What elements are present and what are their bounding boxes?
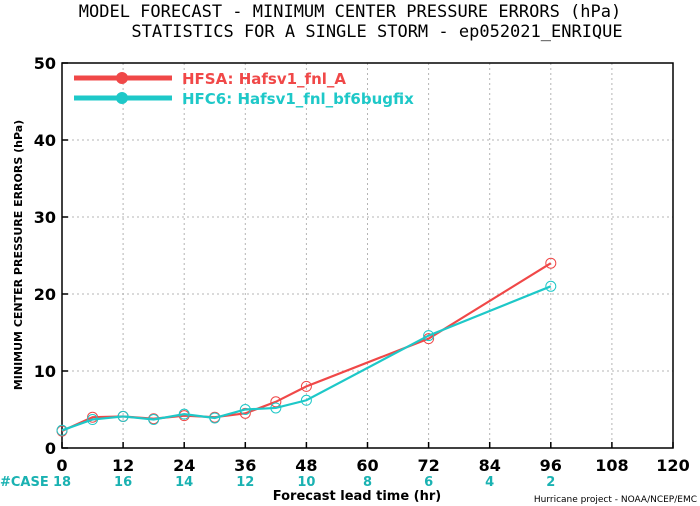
x-tick-label: 36 [234,456,256,475]
legend: HFSA: Hafsv1_fnl_A HFC6: Hafsv1_fnl_bf6bu… [74,70,414,108]
x-axis: 0 12 24 36 48 60 72 84 96 108 120 [56,442,690,475]
data-point [56,424,68,436]
data-point [117,410,129,422]
legend-marker [116,72,128,84]
y-axis: 0 10 20 30 40 50 [34,54,68,458]
data-point [300,380,312,392]
y-axis-label: MINIMUM CENTER PRESSURE ERRORS (hPa) [12,120,25,390]
y-tick-label: 30 [34,208,56,227]
x-tick-label: 72 [417,456,439,475]
x-tick-label: 12 [112,456,134,475]
data-point [423,330,435,342]
legend-label: HFSA: Hafsv1_fnl_A [182,70,346,88]
case-count: 6 [424,475,433,490]
y-tick-label: 0 [45,439,56,458]
x-tick-label: 120 [656,456,689,475]
chart-subtitle: STATISTICS FOR A SINGLE STORM - ep052021… [131,22,622,42]
data-point [87,411,99,423]
data-point [545,257,557,269]
y-tick-label: 20 [34,285,56,304]
case-label: #CASE [0,475,49,490]
credit-text: Hurricane project - NOAA/NCEP/EMC [534,495,697,505]
plot-border [61,62,674,449]
case-counts: #CASE 18 16 14 12 10 8 6 4 2 [0,475,555,490]
x-tick-label: 96 [540,456,562,475]
data-series [56,257,557,437]
y-tick-label: 50 [34,54,56,73]
data-point [148,414,160,426]
plot-frame [61,62,674,449]
case-count: 12 [236,475,254,490]
case-count: 2 [546,475,555,490]
case-count: 14 [175,475,193,490]
data-point [300,394,312,406]
x-tick-label: 84 [479,456,501,475]
y-tick-label: 10 [34,362,56,381]
series-line [61,285,552,432]
case-count: 16 [114,475,132,490]
data-point [87,414,99,426]
case-count: 8 [363,475,372,490]
chart-title: MODEL FORECAST - MINIMUM CENTER PRESSURE… [79,2,621,22]
data-point [239,404,251,415]
series-2 [56,280,557,436]
x-tick-label: 24 [173,456,195,475]
data-point [270,396,282,408]
data-point [178,408,190,420]
x-tick-label: 0 [56,456,67,475]
case-count: 18 [53,475,71,490]
legend-marker [116,92,128,104]
x-tick-label: 108 [595,456,628,475]
x-tick-label: 60 [356,456,378,475]
case-count: 4 [485,475,494,490]
data-point [545,280,557,292]
data-point [239,407,251,419]
y-tick-label: 40 [34,131,56,150]
x-axis-label: Forecast lead time (hr) [273,489,441,504]
legend-label: HFC6: Hafsv1_fnl_bf6bugfix [182,90,414,108]
grid-lines [62,63,673,448]
case-count: 10 [297,475,315,490]
data-point [270,402,282,414]
x-tick-label: 48 [295,456,317,475]
data-point [209,412,221,424]
